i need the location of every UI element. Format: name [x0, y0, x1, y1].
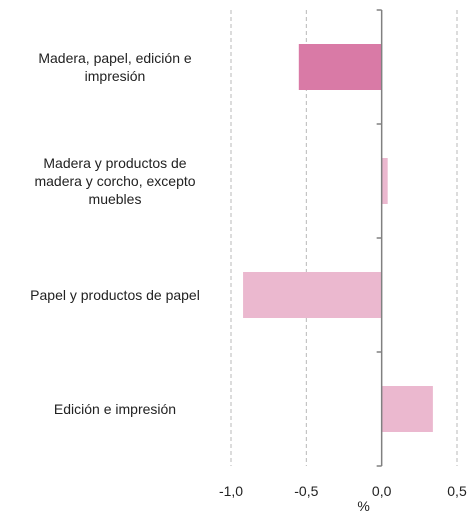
category-label-0: Madera, papel, edición e impresión	[38, 50, 192, 84]
x-axis-label: %	[357, 498, 369, 512]
x-tick-label-0: -1,0	[219, 483, 243, 499]
bar-1	[381, 158, 388, 204]
category-label-3: Edición e impresión	[54, 401, 176, 417]
x-tick-label-1: -0,5	[294, 483, 318, 499]
category-label-2: Papel y productos de papel	[30, 287, 200, 303]
category-label-1: Madera y productos de madera y corcho, ex…	[34, 155, 195, 207]
x-tick-label-3: 0,5	[447, 483, 467, 499]
bar-0	[298, 44, 382, 90]
bar-3	[381, 386, 433, 432]
x-tick-label-2: 0,0	[372, 483, 392, 499]
bar-2	[243, 272, 382, 318]
